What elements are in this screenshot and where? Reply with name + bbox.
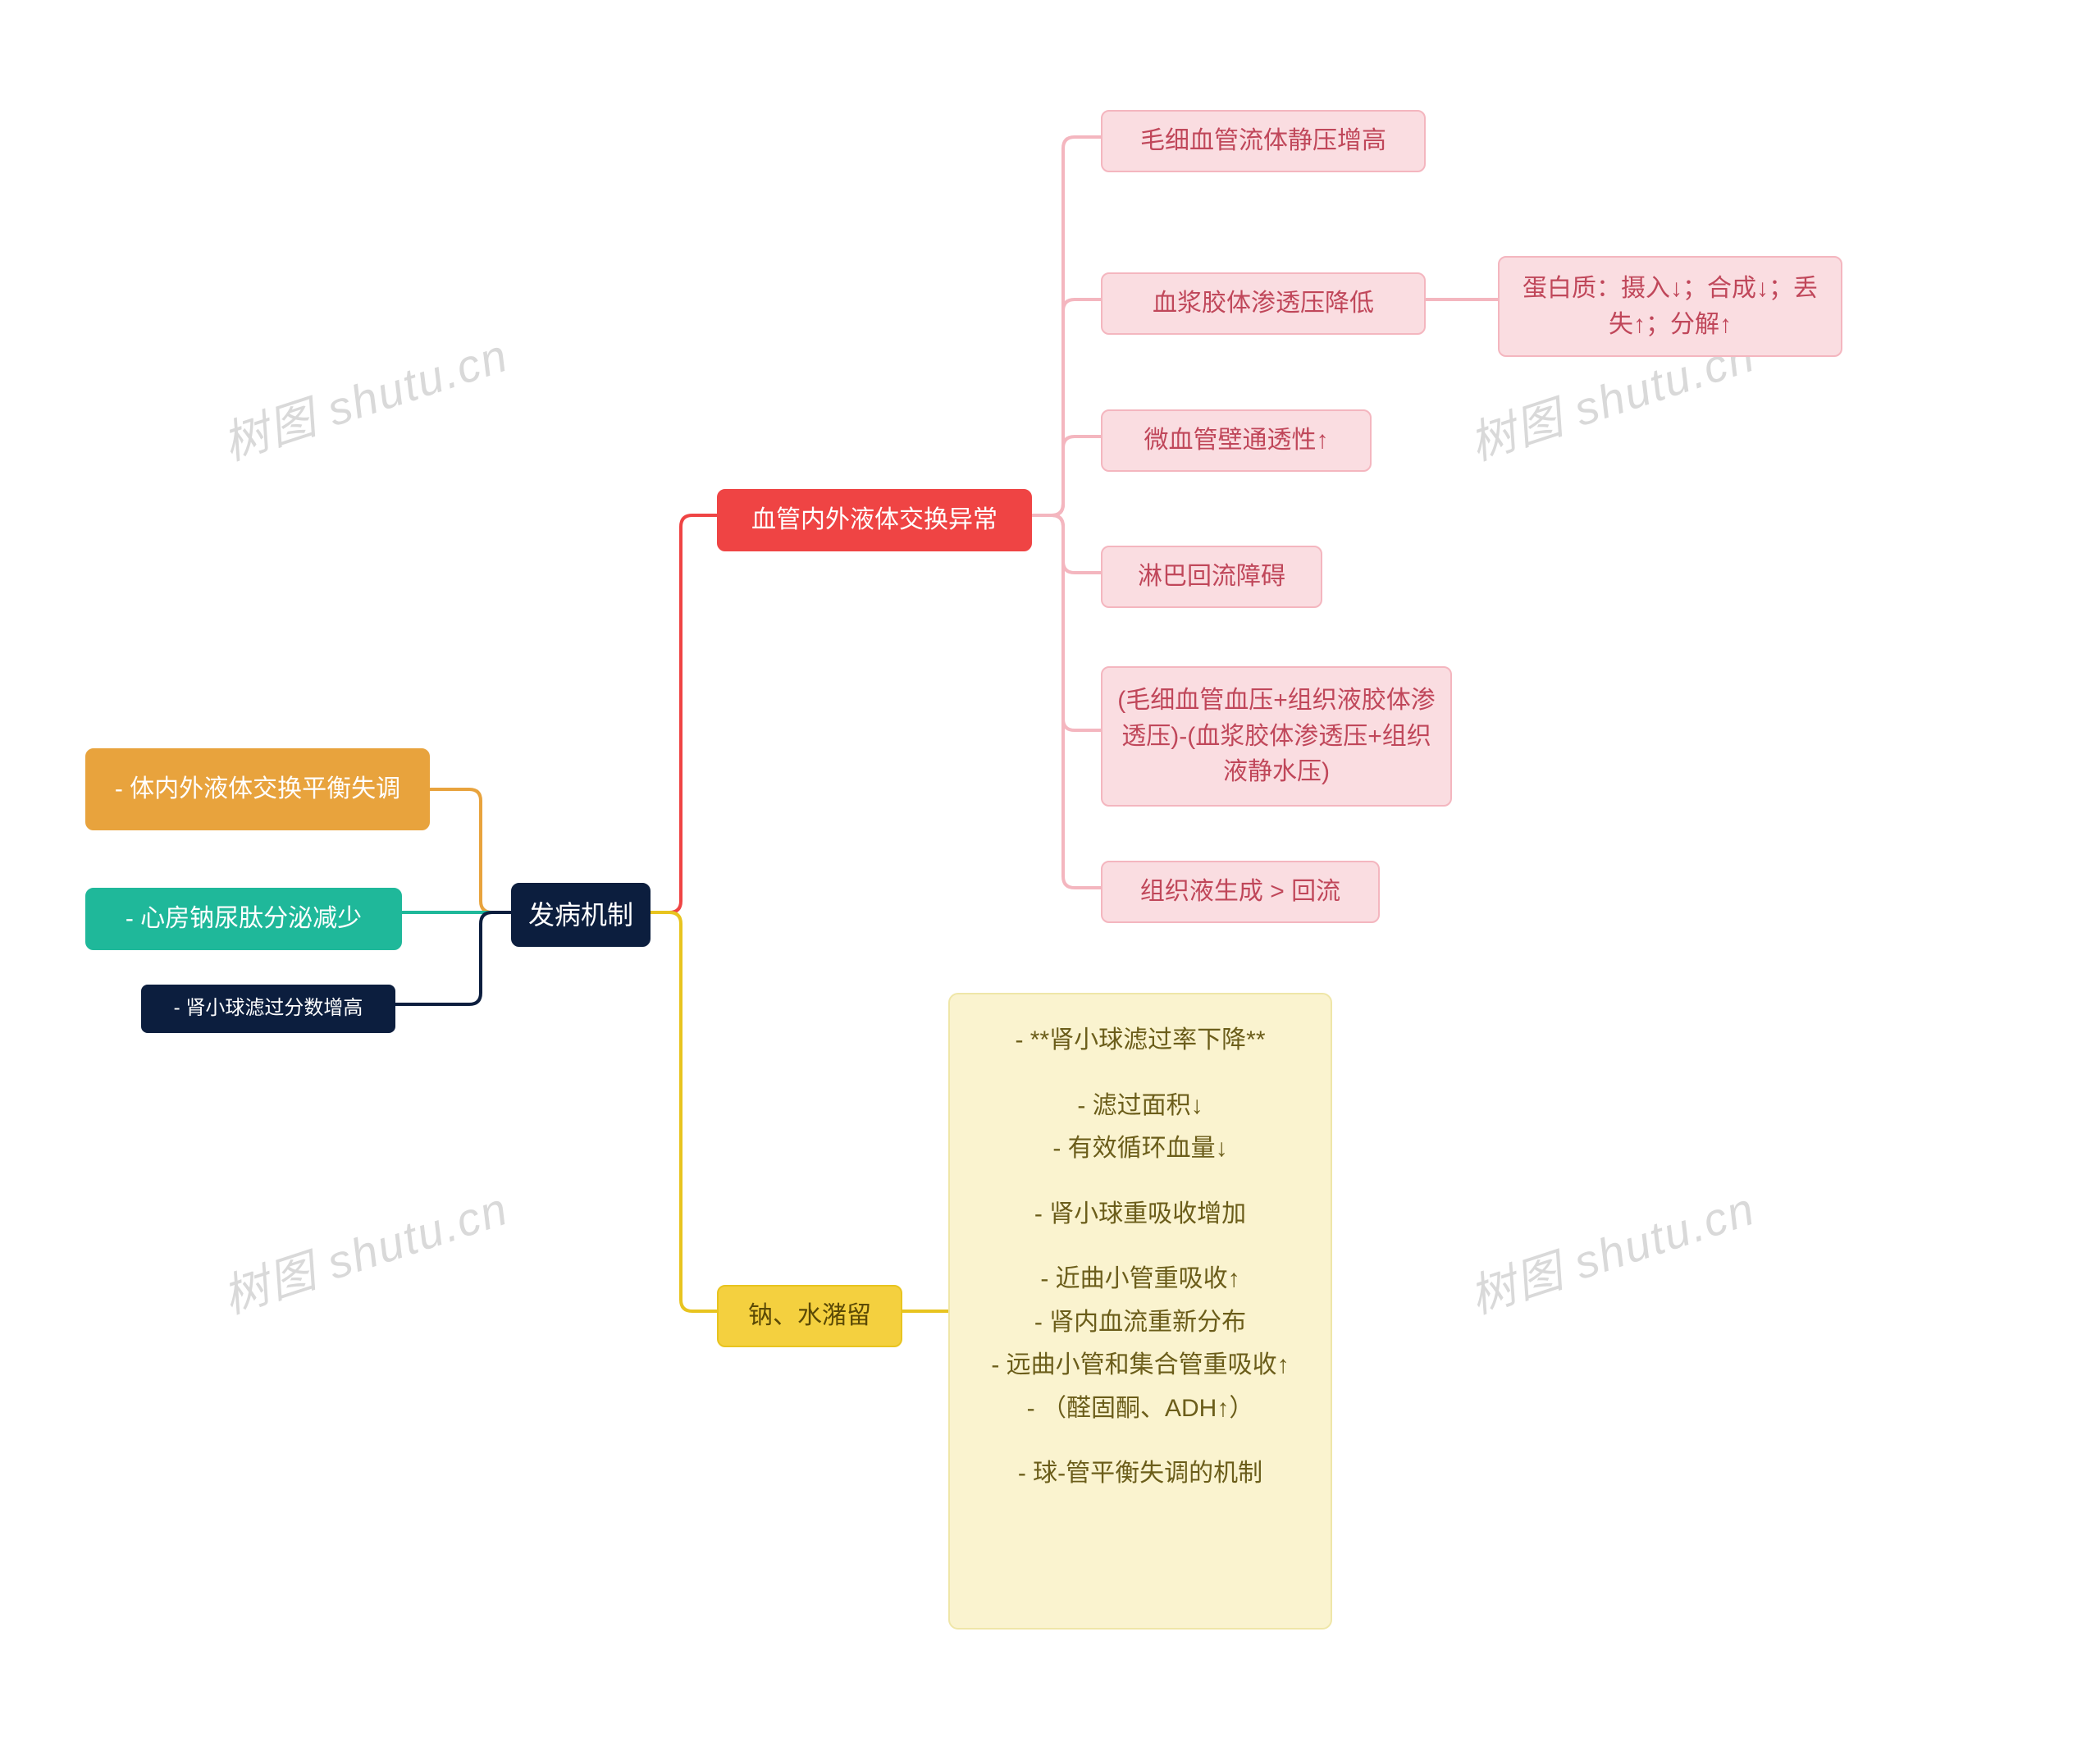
watermark: 树图 shutu.cn <box>213 1172 516 1327</box>
leaf-yellow-detail[interactable]: - **肾小球滤过率下降**- 滤过面积↓- 有效循环血量↓- 肾小球重吸收增加… <box>948 993 1332 1630</box>
leaf-pink-4[interactable]: 淋巴回流障碍 <box>1101 546 1322 608</box>
root-node[interactable]: 发病机制 <box>511 883 651 947</box>
branch-node-red[interactable]: 血管内外液体交换异常 <box>717 489 1032 551</box>
leaf-pink-2a[interactable]: 蛋白质：摄入↓；合成↓；丢失↑；分解↑ <box>1498 256 1842 357</box>
leaf-pink-6[interactable]: 组织液生成 > 回流 <box>1101 861 1380 923</box>
leaf-pink-2[interactable]: 血浆胶体渗透压降低 <box>1101 272 1426 335</box>
branch-node-yellow[interactable]: 钠、水潴留 <box>717 1285 902 1347</box>
leaf-pink-1[interactable]: 毛细血管流体静压增高 <box>1101 110 1426 172</box>
leaf-pink-5[interactable]: (毛细血管血压+组织液胶体渗透压)-(血浆胶体渗透压+组织液静水压) <box>1101 666 1452 807</box>
watermark: 树图 shutu.cn <box>213 318 516 473</box>
left-node-teal[interactable]: - 心房钠尿肽分泌减少 <box>85 888 402 950</box>
leaf-pink-3[interactable]: 微血管壁通透性↑ <box>1101 409 1372 472</box>
watermark: 树图 shutu.cn <box>1460 1172 1763 1327</box>
left-node-navy[interactable]: - 肾小球滤过分数增高 <box>141 985 395 1033</box>
left-node-orange[interactable]: - 体内外液体交换平衡失调 <box>85 748 430 830</box>
